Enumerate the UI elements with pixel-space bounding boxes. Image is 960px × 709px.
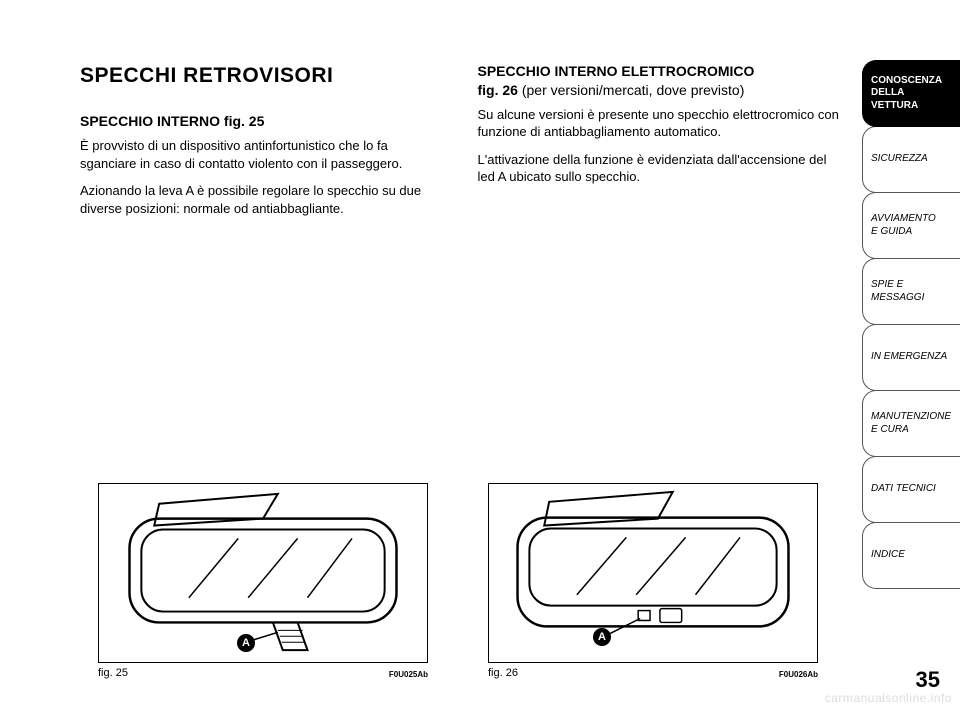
figure-25-label: fig. 25 — [98, 667, 128, 679]
left-column: SPECCHI RETROVISORI SPECCHIO INTERNO fig… — [80, 62, 448, 227]
tab-line: E CURA — [871, 424, 952, 437]
sidebar-tabs: CONOSCENZA DELLA VETTURA SICUREZZA AVVIA… — [862, 60, 960, 588]
marker-a: A — [593, 628, 611, 646]
tab-line: DATI TECNICI — [871, 483, 952, 496]
figure-26: A fig. 26 F0U026Ab — [488, 483, 818, 679]
figure-26-caption: fig. 26 F0U026Ab — [488, 667, 818, 679]
two-column-layout: SPECCHI RETROVISORI SPECCHIO INTERNO fig… — [80, 62, 845, 227]
figure-25-code: F0U025Ab — [389, 670, 428, 679]
tab-spie-messaggi[interactable]: SPIE E MESSAGGI — [862, 258, 960, 325]
tab-dati-tecnici[interactable]: DATI TECNICI — [862, 456, 960, 523]
subheading-fig26: SPECCHIO INTERNO ELETTROCROMICO fig. 26 … — [478, 62, 846, 100]
right-column: SPECCHIO INTERNO ELETTROCROMICO fig. 26 … — [478, 62, 846, 227]
figure-26-frame: A — [488, 483, 818, 663]
figure-25-frame: A — [98, 483, 428, 663]
figure-26-label: fig. 26 — [488, 667, 518, 679]
mirror-illustration — [489, 484, 817, 662]
tab-sicurezza[interactable]: SICUREZZA — [862, 126, 960, 193]
tab-line: E GUIDA — [871, 226, 952, 239]
tab-line: AVVIAMENTO — [871, 213, 952, 226]
mirror-illustration — [99, 484, 427, 662]
tab-line: SICUREZZA — [871, 153, 952, 166]
tab-avviamento-guida[interactable]: AVVIAMENTO E GUIDA — [862, 192, 960, 259]
tab-line: MESSAGGI — [871, 292, 952, 305]
tab-line: MANUTENZIONE — [871, 411, 952, 424]
tab-line: IN EMERGENZA — [871, 351, 952, 364]
paragraph: Su alcune versioni è presente uno specch… — [478, 106, 846, 141]
section-title: SPECCHI RETROVISORI — [80, 62, 448, 90]
manual-page: SPECCHI RETROVISORI SPECCHIO INTERNO fig… — [0, 0, 960, 709]
tab-line: SPIE E — [871, 279, 952, 292]
paragraph: È provvisto di un dispositivo antinfortu… — [80, 137, 448, 172]
watermark: carmanualsonline.info — [825, 691, 952, 705]
subheading-main: SPECCHIO INTERNO ELETTROCROMICO — [478, 63, 755, 79]
tab-line: DELLA — [871, 87, 952, 100]
marker-a: A — [237, 634, 255, 652]
subheading-note: (per versioni/mercati, dove previsto) — [518, 82, 744, 98]
figure-25: A fig. 25 F0U025Ab — [98, 483, 428, 679]
subheading-fig25: SPECCHIO INTERNO fig. 25 — [80, 112, 448, 131]
subheading-fig: fig. 26 — [478, 82, 518, 98]
tab-manutenzione-cura[interactable]: MANUTENZIONE E CURA — [862, 390, 960, 457]
figure-25-caption: fig. 25 F0U025Ab — [98, 667, 428, 679]
tab-indice[interactable]: INDICE — [862, 522, 960, 589]
tab-line: CONOSCENZA — [871, 75, 952, 88]
figure-26-code: F0U026Ab — [779, 670, 818, 679]
paragraph: L'attivazione della funzione è evidenzia… — [478, 151, 846, 186]
tab-line: VETTURA — [871, 100, 952, 113]
figures-row: A fig. 25 F0U025Ab A — [98, 483, 818, 679]
page-number: 35 — [916, 667, 940, 693]
paragraph: Azionando la leva A è possibile regolare… — [80, 182, 448, 217]
tab-conoscenza-vettura[interactable]: CONOSCENZA DELLA VETTURA — [862, 60, 960, 127]
tab-in-emergenza[interactable]: IN EMERGENZA — [862, 324, 960, 391]
tab-line: INDICE — [871, 549, 952, 562]
